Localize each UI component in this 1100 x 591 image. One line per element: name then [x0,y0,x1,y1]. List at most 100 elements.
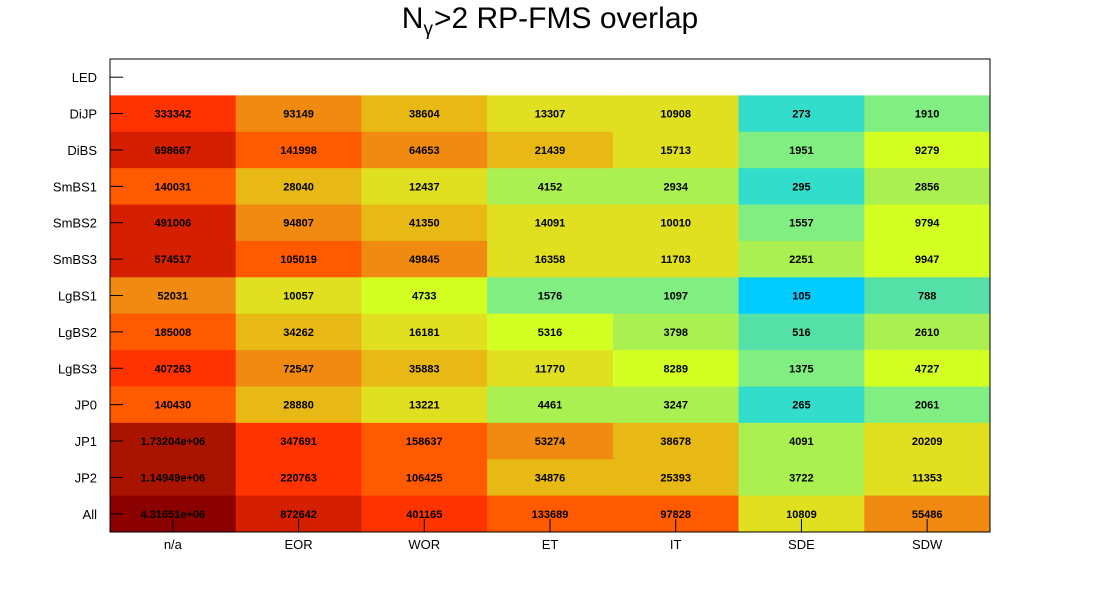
heatmap-cell [864,204,991,242]
cell-value-label: 1910 [915,109,939,121]
cell-value-label: 407263 [154,363,191,375]
cell-value-label: 41350 [409,218,440,230]
y-tick-label: LED [72,70,97,85]
heatmap-cell [487,422,614,460]
heatmap-cell [487,204,614,242]
heatmap-cell [110,386,237,424]
heatmap-cell [738,313,865,351]
cell-value-label: 4091 [789,436,813,448]
cell-value-label: 141998 [280,145,317,157]
cell-value-label: 11353 [912,472,942,484]
x-tick-label: IT [670,537,682,552]
cell-value-label: 4152 [538,181,562,193]
cell-value-label: 94807 [283,218,314,230]
x-tick-label: SDW [912,537,943,552]
heatmap-cell [738,95,865,133]
cell-value-label: 53274 [535,436,566,448]
y-tick-label: DiBS [67,143,97,158]
cell-value-label: 1.14949e+06 [141,472,206,484]
cell-value-label: 21439 [535,145,566,157]
y-tick-label: SmBS3 [53,252,97,267]
heatmap-cell [235,386,362,424]
cell-value-label: 3798 [663,327,687,339]
heatmap-cell [361,168,488,206]
cell-value-label: 13221 [409,400,440,412]
cell-value-label: 13307 [535,109,566,121]
cell-value-label: 12437 [409,181,440,193]
cell-value-label: 133689 [532,509,569,521]
y-tick-label: JP1 [75,434,97,449]
heatmap-cell [864,459,991,497]
cell-value-label: 2934 [663,181,688,193]
heatmap-cell [487,277,614,315]
cell-value-label: 35883 [409,363,440,375]
heatmap-cell [361,386,488,424]
cell-value-label: 516 [792,327,810,339]
cell-value-label: 15713 [660,145,691,157]
cell-value-label: 10057 [283,291,314,303]
heatmap-cell [738,168,865,206]
heatmap-cell [612,313,740,351]
cell-value-label: 1375 [789,363,813,375]
y-tick-label: JP0 [75,398,97,413]
heatmap-cell [361,277,488,315]
heatmap-cell [738,204,865,242]
heatmap-cell [738,277,865,315]
cell-value-label: 158637 [406,436,443,448]
y-tick-label: SmBS2 [53,216,97,231]
cell-value-label: 140430 [154,400,191,412]
cell-value-label: 698667 [154,145,191,157]
cell-value-label: 2251 [789,254,813,266]
heatmap-cell [110,350,237,387]
heatmap-cell [612,131,740,169]
cell-value-label: 49845 [409,254,440,266]
cell-value-label: 106425 [406,472,443,484]
cell-value-label: 347691 [280,436,317,448]
cell-value-label: 20209 [912,436,943,448]
heatmap-cell [487,131,614,169]
cell-value-label: 10809 [786,509,817,521]
cell-value-label: 55486 [912,509,943,521]
x-tick-label: ET [542,537,559,552]
cell-value-label: 11770 [535,363,565,375]
cell-value-label: 4.31651e+06 [141,509,206,521]
cell-value-label: 72547 [283,363,314,375]
cell-value-label: 52031 [158,291,189,303]
cell-value-label: 265 [792,400,810,412]
title-suffix: >2 RP-FMS overlap [433,2,699,35]
heatmap-cell [361,422,488,460]
cell-value-label: 9279 [915,145,939,157]
heatmap-cell [110,422,237,460]
heatmap-cell [110,131,237,169]
heatmap-cell [612,422,740,460]
heatmap-cell [864,131,991,169]
heatmap-cell [110,95,237,133]
heatmap-cell [235,204,362,242]
cell-value-label: 93149 [283,109,314,121]
heatmap-cell [110,240,237,278]
cell-value-label: 14091 [535,218,566,230]
heatmap-cell [110,459,237,497]
heatmap-cell [612,277,740,315]
heatmap-cell [235,95,362,133]
cell-value-label: 9947 [915,254,939,266]
heatmap-cell [361,350,488,387]
heatmap-cell [487,313,614,351]
heatmap-cell [612,168,740,206]
heatmap-cell [361,240,488,278]
heatmap-cell [612,204,740,242]
heatmap-cell [864,240,991,278]
heatmap-cell [361,204,488,242]
y-tick-label: LgBS3 [58,361,97,376]
cell-value-label: 4461 [538,400,562,412]
title-prefix: N [401,2,424,35]
y-tick-label: LgBS2 [58,325,97,340]
heatmap-cell [612,459,740,497]
x-tick-label: SDE [788,537,815,552]
heatmap-cell [738,350,865,387]
heatmap-cell [110,168,237,206]
cell-value-label: 97828 [660,509,691,521]
cell-value-label: 295 [792,181,810,193]
heatmap-cell [110,204,237,242]
cell-value-label: 2061 [915,400,939,412]
